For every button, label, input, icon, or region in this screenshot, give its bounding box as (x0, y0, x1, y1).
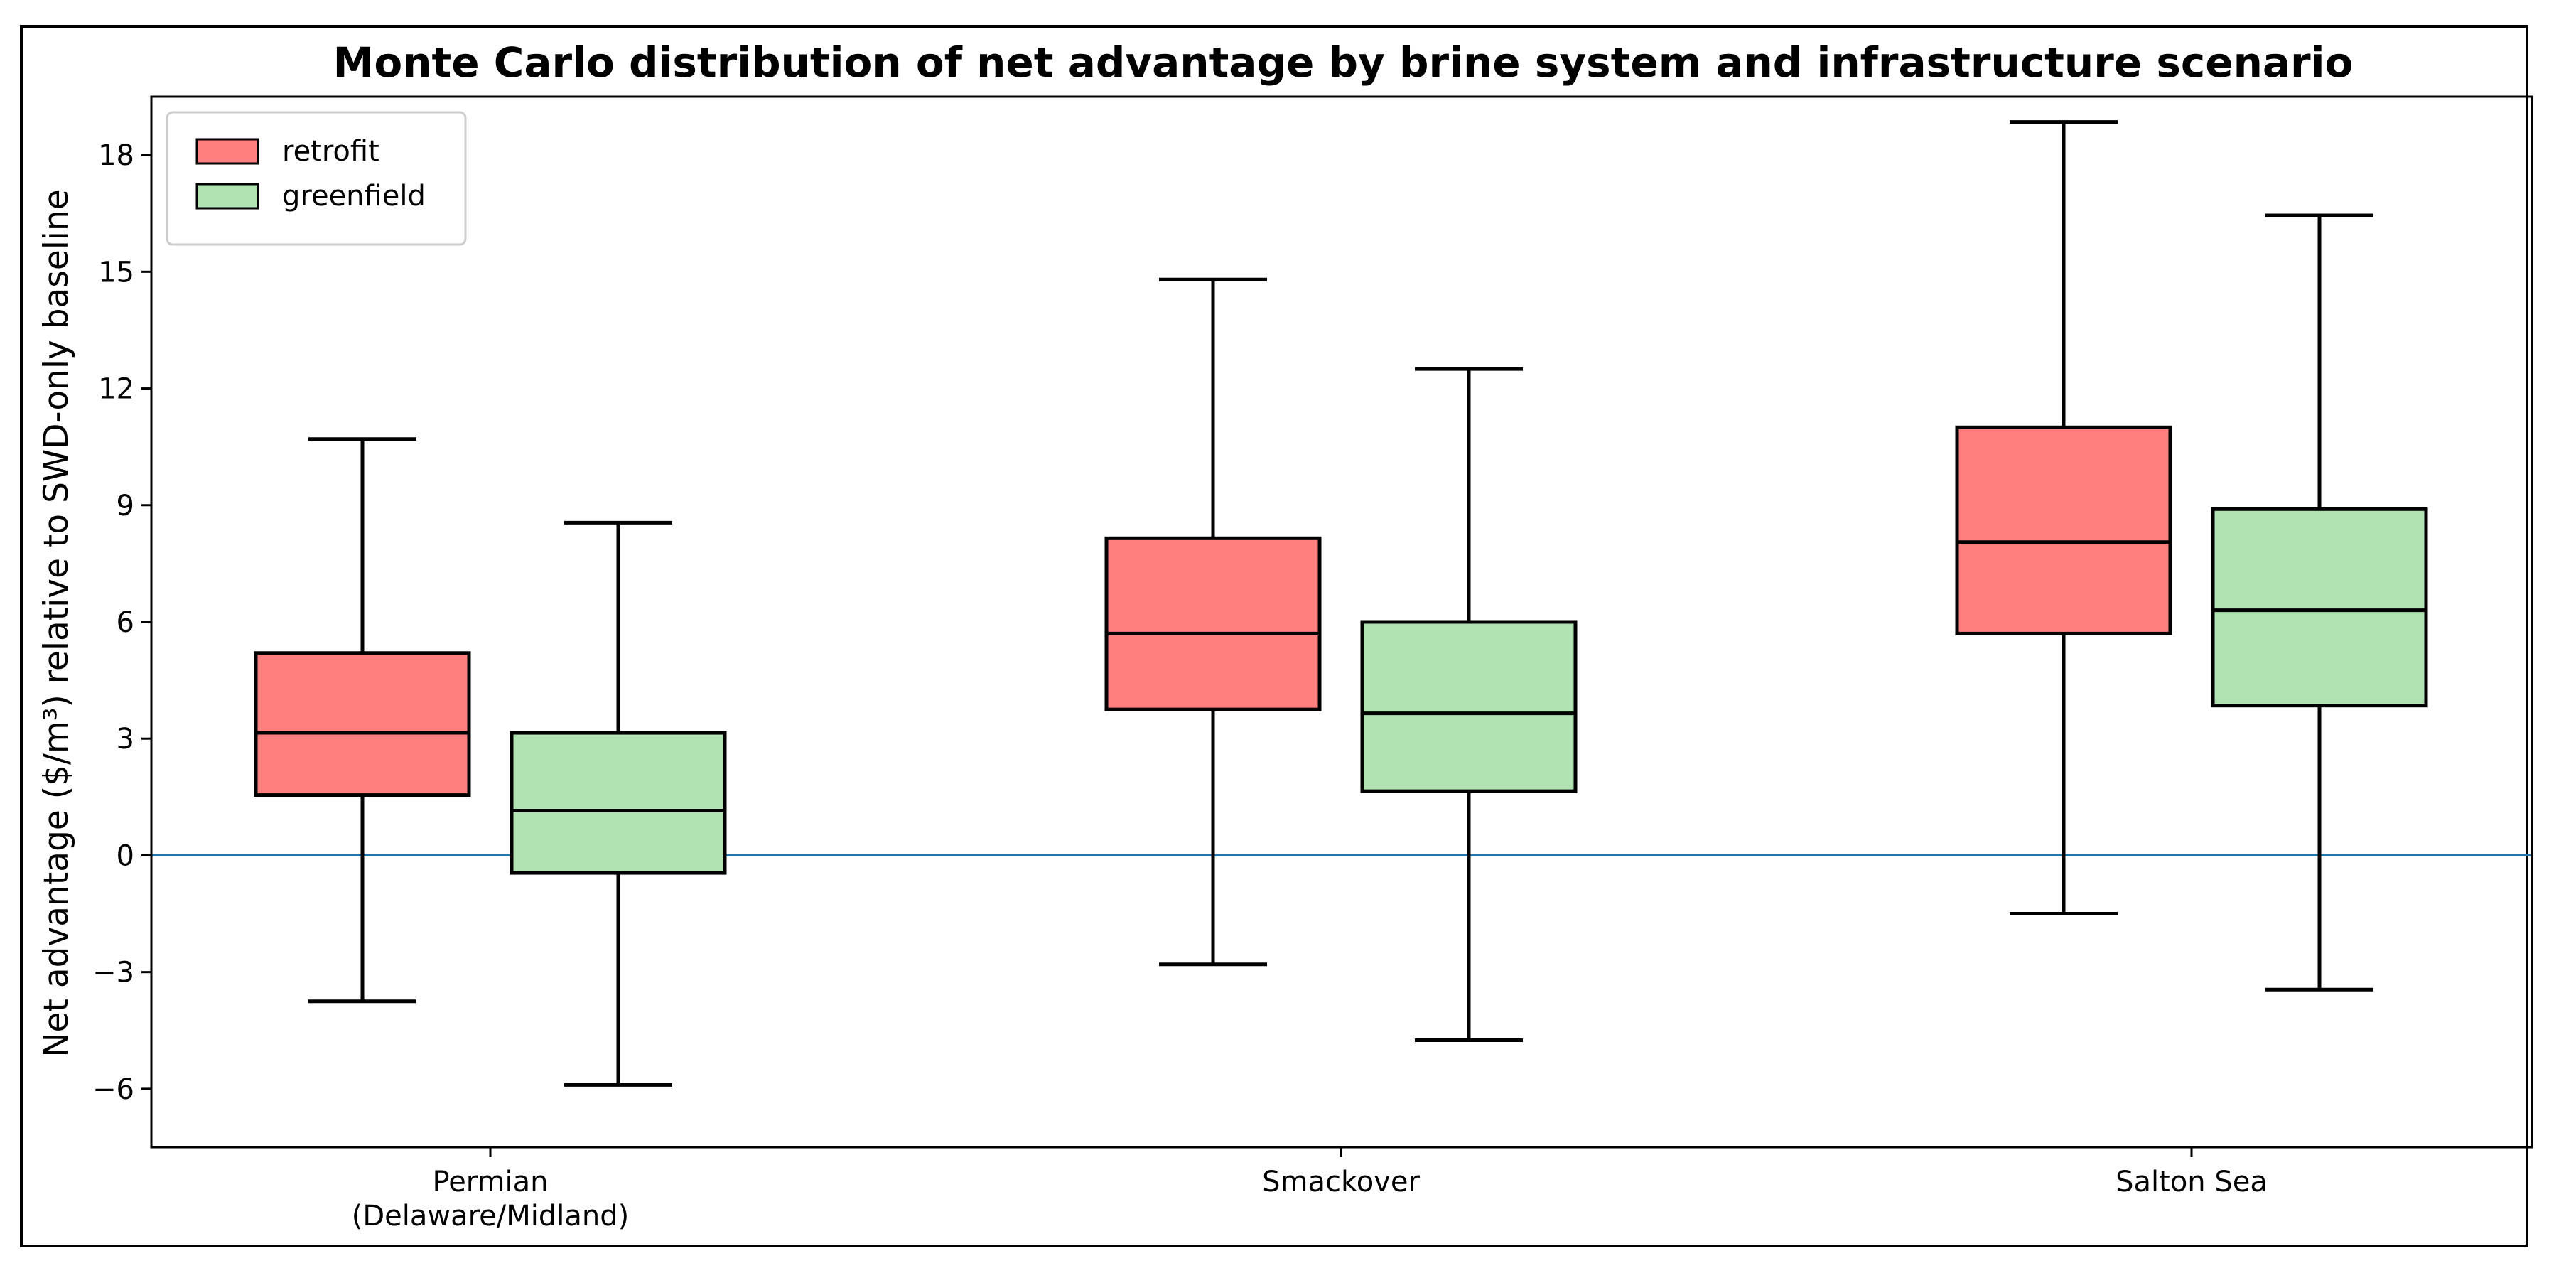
iqr-box (1955, 425, 2172, 635)
y-tick-label: 0 (117, 839, 134, 872)
y-tick-label: 3 (117, 723, 134, 756)
x-tick-label: (Delaware/Midland) (352, 1200, 630, 1232)
x-tick-label: Permian (433, 1166, 549, 1198)
retrofit-box-2 (1104, 277, 1322, 967)
y-axis-label-group: Net advantage ($/m³) relative to SWD-onl… (37, 189, 76, 1057)
legend-label-greenfield: greenfield (282, 180, 426, 213)
y-tick-label: 18 (98, 139, 134, 172)
y-tick-label: 15 (98, 256, 134, 289)
greenfield-box-2 (1360, 367, 1578, 1042)
legend-box (166, 111, 467, 246)
y-tick-label: 12 (98, 373, 134, 406)
greenfield-box-1 (510, 520, 727, 1087)
y-axis-label: Net advantage ($/m³) relative to SWD-onl… (37, 189, 76, 1057)
chart-title: Monte Carlo distribution of net advantag… (333, 38, 2354, 87)
iqr-box (2211, 507, 2428, 708)
legend-swatch-retrofit (195, 138, 259, 165)
iqr-box (1104, 536, 1322, 711)
x-tick-label: Salton Sea (2116, 1166, 2268, 1198)
y-tick-label: 9 (117, 490, 134, 522)
y-tick-label: 6 (117, 606, 134, 639)
greenfield-box-3 (2211, 213, 2428, 992)
retrofit-box-3 (1955, 120, 2172, 916)
plot-frame (150, 95, 2533, 1149)
y-axis-ticks: −6 −3 0 3 6 9 12 15 18 (92, 139, 151, 1106)
iqr-box (1360, 620, 1578, 793)
x-axis-ticks: Permian(Delaware/Midland) Smackover Salton… (352, 1147, 2268, 1232)
retrofit-box-1 (254, 437, 471, 1004)
iqr-box (510, 731, 727, 875)
y-tick-label: −6 (92, 1073, 134, 1106)
legend-swatch-greenfield (195, 183, 259, 210)
legend-label-retrofit: retrofit (282, 135, 379, 168)
y-tick-label: −3 (92, 957, 134, 989)
iqr-box (254, 651, 471, 797)
plot-content (151, 120, 2532, 1087)
x-tick-label: Smackover (1262, 1166, 1420, 1198)
legend: retrofit greenfield (166, 111, 467, 246)
